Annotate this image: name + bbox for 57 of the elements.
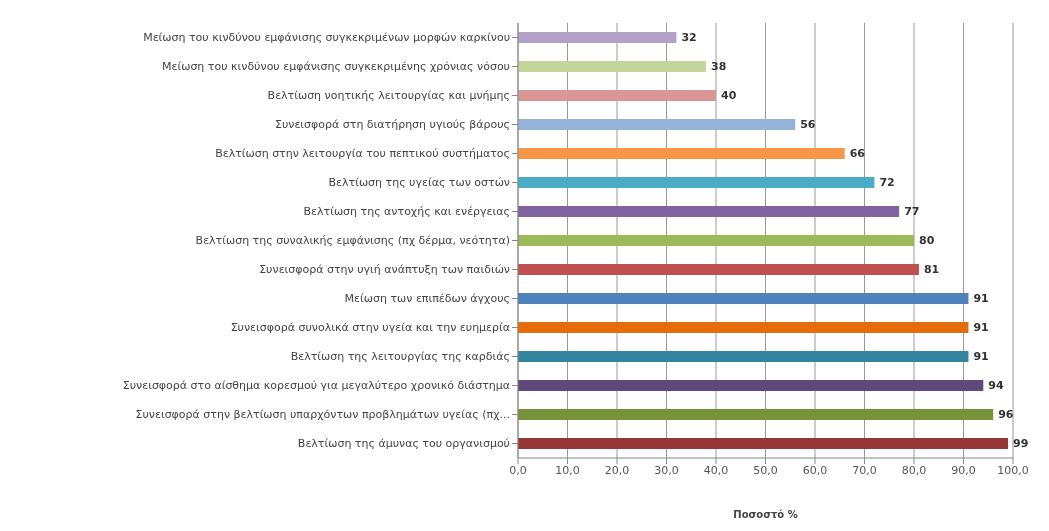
bar [518, 293, 969, 304]
y-tick-label: Συνεισφορά συνολικά στην υγεία και την ευημερία [230, 321, 510, 335]
bar [518, 351, 969, 362]
bar [518, 90, 716, 101]
x-tick-label: 20,0 [604, 463, 630, 477]
data-label: 77 [904, 205, 920, 219]
bar [518, 322, 969, 333]
y-tick-label: Βελτίωση της συναλικής εμφάνισης (πχ δέρμα, νεότητα) [195, 234, 510, 248]
data-label: 40 [721, 89, 737, 103]
bar [518, 206, 900, 217]
data-label: 80 [919, 234, 935, 248]
y-tick-label: Βελτίωση της λειτουργίας της καρδιάς [290, 350, 510, 364]
bar [518, 32, 677, 43]
x-axis-title: Ποσοστό % [733, 509, 798, 520]
bar [518, 409, 994, 420]
data-label: 38 [711, 60, 727, 74]
data-label: 99 [1013, 437, 1029, 451]
data-label: 72 [879, 176, 895, 190]
bar [518, 177, 875, 188]
bar [518, 61, 707, 72]
x-tick-label: 10,0 [555, 463, 580, 477]
x-tick-label: 40,0 [703, 463, 729, 477]
x-tick-label: 100,0 [997, 463, 1029, 477]
data-label: 91 [973, 321, 989, 335]
data-label: 32 [681, 31, 697, 45]
bar [518, 148, 845, 159]
y-tick-label: Συνεισφορά στην υγιή ανάπτυξη των παιδιών [259, 263, 510, 277]
y-tick-label: Βελτίωση νοητικής λειτουργίας και μνήμης [267, 89, 510, 103]
y-tick-label: Βελτίωση της αντοχής και ενέργειας [303, 205, 510, 219]
y-tick-label: Μείωση του κινδύνου εμφάνισης συγκεκριμένης χρόνιας νόσου [162, 60, 510, 74]
x-tick-label: 30,0 [654, 463, 679, 477]
data-label: 66 [849, 147, 866, 161]
bar [518, 264, 919, 275]
data-label: 81 [923, 263, 940, 277]
x-tick-label: 50,0 [753, 463, 778, 477]
bar [518, 380, 984, 391]
x-tick-label: 0,0 [509, 463, 527, 477]
x-tick-label: 90,0 [951, 463, 976, 477]
y-tick-label: Βελτίωση στην λειτουργία του πεπτικού συστήματος [215, 147, 510, 161]
bar [518, 119, 796, 130]
y-tick-label: Μείωση των επιπέδων άγχους [344, 292, 510, 306]
y-tick-label: Μείωση του κινδύνου εμφάνισης συγκεκριμένων μορφών καρκίνου [143, 31, 510, 45]
data-label: 91 [973, 292, 989, 306]
data-label: 96 [998, 408, 1014, 422]
y-tick-label: Συνεισφορά στο αίσθημα κορεσμού για μεγαλύτερο χρονικό διάστημα [122, 379, 510, 393]
data-label: 91 [973, 350, 989, 364]
bar [518, 235, 914, 246]
bar [518, 438, 1009, 449]
x-tick-label: 70,0 [852, 463, 877, 477]
data-label: 94 [988, 379, 1004, 393]
data-label: 56 [800, 118, 816, 132]
y-tick-label: Συνεισφορά στην βελτίωση υπαρχόντων προβλημάτων υγείας (πχ... [135, 408, 510, 422]
y-tick-label: Συνεισφορά στη διατήρηση υγιούς βάρους [274, 118, 510, 132]
x-tick-label: 80,0 [901, 463, 927, 477]
y-tick-label: Βελτίωση της υγείας των οστών [328, 176, 510, 190]
x-tick-label: 60,0 [802, 463, 828, 477]
y-tick-label: Βελτίωση της άμυνας του οργανισμού [297, 437, 510, 451]
